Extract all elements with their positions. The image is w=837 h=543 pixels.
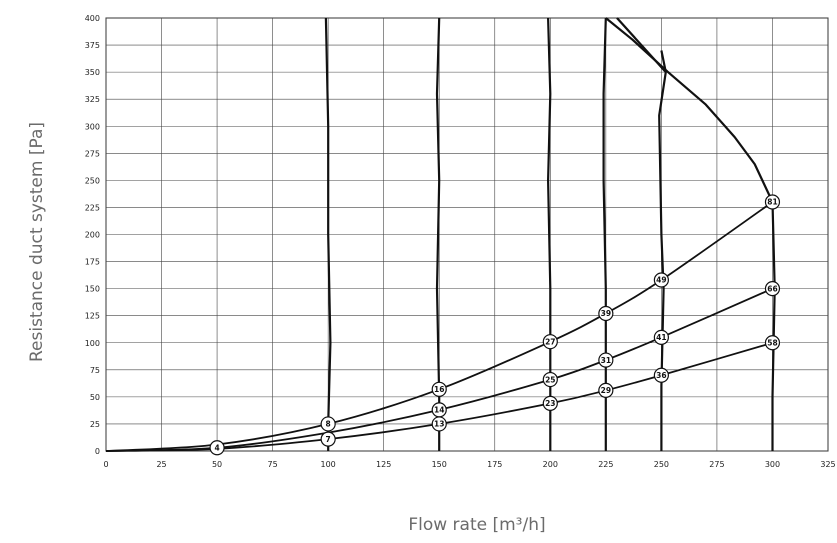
x-tick-label: 275 [709, 460, 724, 469]
marker-circle [320, 416, 336, 432]
y-tick-label: 350 [85, 68, 100, 77]
marker-label: 16 [434, 385, 444, 394]
marker-label: 58 [767, 338, 777, 347]
marker-circle [598, 382, 614, 398]
point-marker: 58 [764, 335, 781, 351]
marker-circle [653, 329, 669, 345]
marker-label: 14 [434, 406, 444, 415]
y-tick-label: 125 [85, 312, 100, 321]
point-marker: 13 [431, 416, 447, 432]
marker-label: 41 [656, 333, 666, 342]
point-marker: 41 [653, 329, 669, 345]
y-tick-label: 200 [85, 231, 100, 240]
y-tick-label: 275 [85, 149, 100, 158]
x-tick-label: 50 [212, 460, 222, 469]
point-marker: 66 [764, 281, 781, 297]
point-marker: 16 [431, 381, 447, 397]
marker-circle [764, 335, 781, 351]
fan-curve-max [616, 17, 667, 73]
marker-label: 7 [326, 435, 331, 444]
x-tick-label: 175 [487, 460, 502, 469]
x-tick-label: 250 [654, 460, 669, 469]
point-marker: 31 [598, 352, 614, 368]
x-tick-label: 0 [103, 460, 108, 469]
marker-circle [431, 416, 447, 432]
marker-circle [542, 371, 558, 388]
marker-circle [431, 381, 447, 397]
x-tick-label: 300 [765, 460, 780, 469]
point-marker: 23 [542, 395, 558, 411]
marker-label: 49 [656, 276, 666, 285]
marker-circle [209, 440, 225, 456]
y-tick-label: 325 [85, 95, 100, 104]
x-tick-label: 125 [376, 460, 391, 469]
y-tick-label: 25 [90, 420, 100, 429]
y-tick-label: 0 [95, 447, 100, 456]
marker-circle [542, 334, 558, 350]
x-tick-label: 200 [543, 460, 558, 469]
point-marker: 29 [598, 382, 614, 398]
y-tick-label: 75 [90, 366, 100, 375]
x-axis-title: Flow rate [m³/h] [408, 515, 545, 535]
point-marker: 27 [542, 334, 558, 350]
fan-curve [658, 50, 667, 451]
grid [105, 17, 829, 452]
y-tick-label: 150 [85, 285, 100, 294]
marker-circle [598, 352, 614, 368]
marker-label: 81 [767, 198, 777, 207]
y-tick-label: 225 [85, 203, 100, 212]
marker-label: 31 [601, 356, 611, 365]
point-marker: 7 [320, 431, 336, 447]
y-axis-title: Resistance duct system [Pa] [27, 122, 47, 362]
marker-label: 27 [545, 337, 555, 346]
marker-label: 66 [767, 284, 777, 293]
y-tick-label: 50 [90, 393, 100, 402]
marker-circle [542, 395, 558, 411]
point-marker: 4 [209, 440, 225, 456]
tick-labels: 0 25 50 75 100 125 150 175 200 225 250 275 300 325 0 25… [85, 14, 836, 469]
y-tick-label: 100 [85, 339, 100, 348]
marker-circle [320, 431, 336, 447]
point-markers: 4 8 7 16 14 13 27 25 23 39 31 29 49 41 36 81 66 58 [209, 194, 781, 456]
x-tick-label: 150 [432, 460, 447, 469]
marker-label: 36 [656, 371, 666, 380]
x-tick-label: 25 [156, 460, 166, 469]
marker-circle [764, 281, 781, 297]
y-tick-label: 300 [85, 122, 100, 131]
point-marker: 39 [598, 305, 614, 322]
marker-circle [653, 272, 669, 288]
fan-curve [602, 17, 607, 451]
point-marker: 49 [653, 272, 669, 288]
marker-circle [764, 194, 781, 210]
y-tick-label: 375 [85, 41, 100, 50]
point-marker: 8 [320, 416, 336, 432]
marker-label: 8 [326, 420, 331, 429]
x-tick-label: 225 [598, 460, 613, 469]
marker-label: 13 [434, 420, 444, 429]
y-tick-label: 400 [85, 14, 100, 23]
y-tick-label: 175 [85, 258, 100, 267]
x-tick-label: 325 [820, 460, 835, 469]
y-tick-label: 250 [85, 176, 100, 185]
point-marker: 81 [764, 194, 781, 210]
marker-label: 23 [545, 399, 555, 408]
marker-label: 4 [214, 443, 219, 452]
marker-label: 25 [545, 375, 555, 384]
marker-label: 29 [601, 386, 611, 395]
x-tick-label: 75 [268, 460, 278, 469]
point-marker: 25 [542, 371, 558, 388]
marker-circle [653, 367, 669, 383]
marker-label: 39 [601, 309, 611, 318]
marker-circle [598, 305, 614, 322]
x-tick-label: 100 [321, 460, 336, 469]
point-marker: 14 [431, 402, 447, 418]
point-marker: 36 [653, 367, 669, 383]
